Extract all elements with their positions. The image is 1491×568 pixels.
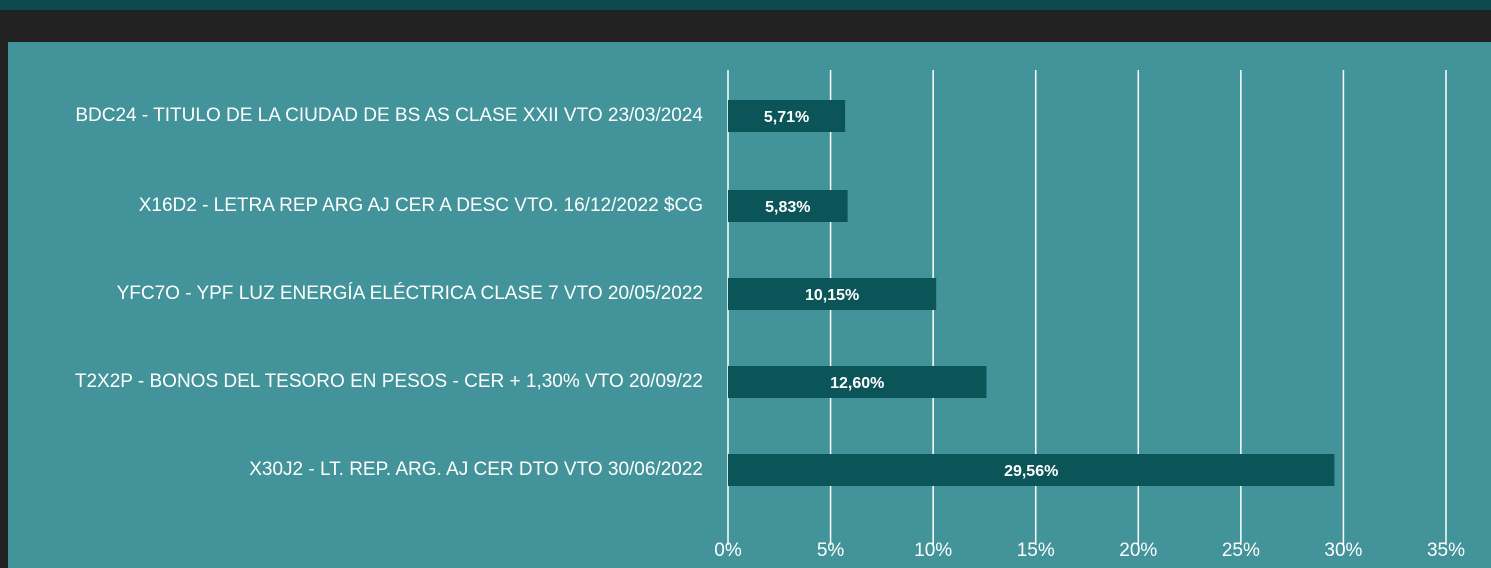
x-tick-label: 0% bbox=[714, 540, 742, 561]
data-label: 10,15% bbox=[805, 287, 859, 304]
data-label: 29,56% bbox=[1004, 463, 1058, 480]
y-tick-label: YFC7O - YPF LUZ ENERGÍA ELÉCTRICA CLASE … bbox=[116, 283, 703, 304]
x-tick-label: 25% bbox=[1222, 540, 1260, 561]
x-tick-label: 15% bbox=[1017, 540, 1055, 561]
top-bar bbox=[0, 0, 1491, 10]
bar bbox=[728, 278, 937, 310]
data-label: 12,60% bbox=[830, 375, 884, 392]
data-label: 5,83% bbox=[765, 199, 810, 216]
x-tick-label: 30% bbox=[1324, 540, 1362, 561]
bar bbox=[728, 190, 848, 222]
x-tick-label: 10% bbox=[914, 540, 952, 561]
y-tick-label: X30J2 - LT. REP. ARG. AJ CER DTO VTO 30/… bbox=[249, 459, 703, 480]
y-tick-label: T2X2P - BONOS DEL TESORO EN PESOS - CER … bbox=[74, 371, 703, 392]
bar bbox=[728, 366, 987, 398]
x-tick-label: 20% bbox=[1119, 540, 1157, 561]
y-tick-label: BDC24 - TITULO DE LA CIUDAD DE BS AS CLA… bbox=[75, 105, 703, 126]
x-tick-label: 35% bbox=[1427, 540, 1465, 561]
y-tick-label: X16D2 - LETRA REP ARG AJ CER A DESC VTO.… bbox=[138, 195, 703, 216]
bar bbox=[728, 100, 846, 132]
bar bbox=[728, 454, 1335, 486]
data-label: 5,71% bbox=[764, 109, 809, 126]
x-tick-label: 5% bbox=[817, 540, 845, 561]
